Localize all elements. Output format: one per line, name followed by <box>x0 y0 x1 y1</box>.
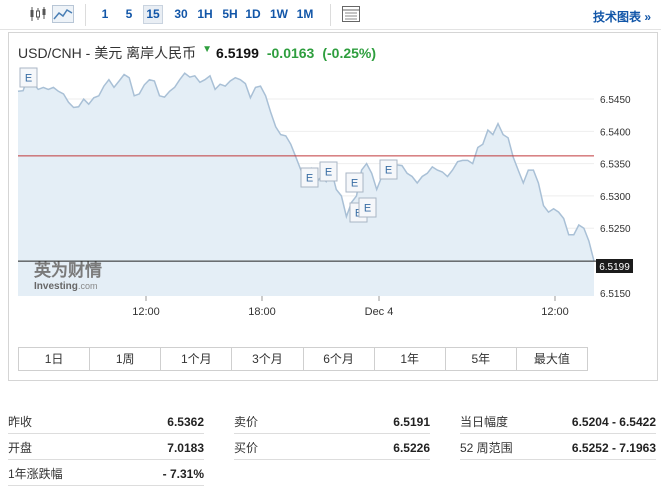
stat-value: 6.5204 - 6.5422 <box>571 415 656 429</box>
stat-label: 开盘 <box>8 441 33 455</box>
stat-value: 6.5252 - 7.1963 <box>571 441 656 455</box>
event-marker[interactable]: E <box>19 67 38 88</box>
stat-value: 7.0183 <box>167 441 204 455</box>
price-change-percent: (-0.25%) <box>322 45 377 61</box>
y-tick-label: 6.5350 <box>600 160 631 171</box>
timeframe-5[interactable]: 5 <box>125 7 133 21</box>
timeframe-1m[interactable]: 1M <box>296 7 314 21</box>
quote-header: USD/CNH - 美元 离岸人民币 ▼ 6.5199 -0.0163 (-0.… <box>18 44 376 62</box>
y-tick-label: 6.5450 <box>600 95 631 106</box>
event-marker-label: E <box>364 203 371 215</box>
stat-row: 52 周范围 6.5252 - 7.1963 <box>460 436 656 460</box>
y-tick-label: 6.5400 <box>600 127 631 138</box>
y-tick-label: 6.5150 <box>600 289 631 300</box>
stat-row: 买价 6.5226 <box>234 436 430 460</box>
range-button[interactable]: 5年 <box>445 348 517 370</box>
stat-row: 昨收 6.5362 <box>8 410 204 434</box>
candlestick-icon[interactable] <box>28 5 48 23</box>
timeframe-1w[interactable]: 1W <box>270 7 288 21</box>
y-axis: 6.5450 6.5400 6.5350 6.5300 6.5250 6.5150 <box>600 95 631 300</box>
timeframe-15[interactable]: 15 <box>143 5 163 24</box>
last-price-tag-label: 6.5199 <box>599 262 630 273</box>
stat-value: - 7.31% <box>162 467 204 481</box>
range-button[interactable]: 6个月 <box>303 348 375 370</box>
stat-value: 6.5226 <box>393 441 430 455</box>
event-markers: EEEEEEE <box>19 67 398 223</box>
stat-label: 52 周范围 <box>460 441 513 455</box>
event-marker-label: E <box>306 173 313 185</box>
stat-label: 买价 <box>234 441 259 455</box>
watermark-suffix: .com <box>78 281 98 291</box>
event-marker[interactable]: E <box>358 197 377 218</box>
x-tick-label: 18:00 <box>248 306 276 318</box>
x-tick-label: Dec 4 <box>365 306 394 318</box>
event-marker-label: E <box>25 73 32 85</box>
stat-label: 1年涨跌幅 <box>8 467 63 481</box>
watermark-cn: 英为财情 <box>34 260 102 281</box>
area-chart-icon[interactable] <box>52 5 74 23</box>
stat-label: 昨收 <box>8 415 33 429</box>
timeframe-1h[interactable]: 1H <box>197 7 213 21</box>
range-button[interactable]: 1日 <box>19 348 91 370</box>
technical-chart-link[interactable]: 技术图表 » <box>592 10 651 24</box>
range-selector: 1日 1周 1个月 3个月 6个月 1年 5年 最大值 <box>18 347 588 371</box>
toolbar-divider <box>330 4 331 26</box>
down-triangle-icon: ▼ <box>202 43 213 55</box>
timeframe-1d[interactable]: 1D <box>245 7 261 21</box>
event-marker-label: E <box>325 167 332 179</box>
stat-label: 卖价 <box>234 415 259 429</box>
timeframe-5h[interactable]: 5H <box>222 7 238 21</box>
x-axis: 12:00 18:00 Dec 4 12:00 <box>132 296 569 318</box>
x-tick-label: 12:00 <box>541 306 569 318</box>
last-price: 6.5199 <box>216 45 259 61</box>
investing-watermark: 英为财情 Investing .com <box>34 260 102 292</box>
event-marker[interactable]: E <box>319 161 338 182</box>
stat-label: 当日幅度 <box>460 415 509 429</box>
range-button[interactable]: 1周 <box>90 348 162 370</box>
range-button[interactable]: 最大值 <box>516 348 587 370</box>
timeframe-30[interactable]: 30 <box>174 7 188 21</box>
x-tick-label: 12:00 <box>132 306 160 318</box>
price-change: -0.0163 <box>266 45 315 61</box>
range-button[interactable]: 3个月 <box>232 348 304 370</box>
range-button[interactable]: 1个月 <box>161 348 233 370</box>
last-price-tag: 6.5199 <box>596 259 633 273</box>
instrument-name: USD/CNH - 美元 离岸人民币 <box>18 45 197 61</box>
event-marker-label: E <box>385 165 392 177</box>
table-view-icon[interactable] <box>341 5 361 23</box>
stat-value: 6.5362 <box>167 415 204 429</box>
range-button[interactable]: 1年 <box>374 348 446 370</box>
stat-row: 卖价 6.5191 <box>234 410 430 434</box>
timeframe-1[interactable]: 1 <box>101 7 109 21</box>
event-marker[interactable]: E <box>300 167 319 188</box>
y-tick-label: 6.5300 <box>600 192 631 203</box>
chart-toolbar: 1 5 15 30 1H 5H 1D 1W 1M 技术图表 » <box>0 0 661 30</box>
toolbar-divider <box>85 4 86 26</box>
event-marker-label: E <box>351 178 358 190</box>
stat-row: 开盘 7.0183 <box>8 436 204 460</box>
event-marker[interactable]: E <box>345 172 364 193</box>
stat-row: 当日幅度 6.5204 - 6.5422 <box>460 410 656 434</box>
y-tick-label: 6.5250 <box>600 224 631 235</box>
stat-row: 1年涨跌幅 - 7.31% <box>8 462 204 486</box>
event-marker[interactable]: E <box>379 159 398 180</box>
stat-value: 6.5191 <box>393 415 430 429</box>
watermark-en: Investing <box>34 281 78 292</box>
